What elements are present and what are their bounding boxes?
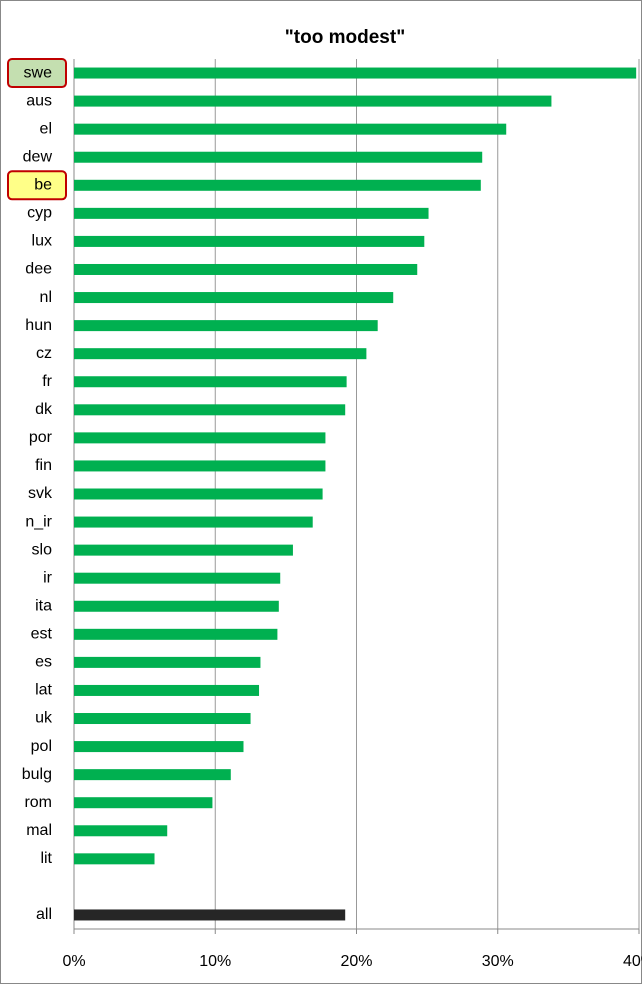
label-highlight [7,58,67,89]
bar [74,488,323,500]
y-tick-label: lux [32,233,52,250]
y-tick-label: ir [43,569,53,586]
y-tick-label: lit [40,850,52,867]
bar [74,516,313,528]
bar [74,628,278,640]
bar [74,656,261,668]
bar [74,348,367,360]
y-tick-label: n_ir [25,513,52,530]
y-tick-label: fin [35,457,52,474]
y-tick-label: dk [35,401,53,418]
bar [74,909,346,921]
bar [74,713,251,725]
y-tick-label: dee [25,261,52,278]
bar [74,684,260,696]
bar [74,67,637,79]
y-tick-label: mal [26,822,52,839]
y-tick-label: dew [23,148,53,165]
bar [74,544,293,556]
y-tick-label: hun [25,317,52,334]
x-tick-label: 10% [199,953,231,970]
bar [74,600,279,612]
x-tick-label: 30% [482,953,514,970]
y-tick-label: es [35,654,52,671]
y-tick-label: lat [35,682,52,699]
y-tick-label: el [40,120,52,137]
bar [74,179,481,191]
x-tick-label: 20% [340,953,372,970]
bar [74,263,418,275]
y-tick-label: swe [24,64,53,81]
bar [74,376,347,388]
y-tick-label: por [29,429,53,446]
bar [74,207,429,219]
bar [74,432,326,444]
y-tick-label: ita [35,597,52,614]
bar [74,404,346,416]
bar [74,741,244,753]
chart-title: "too modest" [285,27,405,48]
bar [74,95,552,107]
y-tick-label: cz [36,345,52,362]
y-tick-label: aus [26,92,52,109]
y-tick-label: rom [24,794,52,811]
bar [74,572,281,584]
y-tick-label: bulg [22,766,52,783]
y-tick-label: pol [31,738,52,755]
y-tick-label: fr [42,373,52,390]
bar [74,151,483,163]
bar [74,769,231,781]
bar [74,825,168,837]
y-tick-label: all [36,906,52,923]
bar [74,123,507,135]
y-tick-label: uk [35,710,53,727]
bar [74,460,326,472]
bar [74,320,378,332]
y-tick-label: be [34,177,52,194]
bar [74,292,394,304]
x-tick-label: 0% [62,953,85,970]
label-highlight [7,170,67,201]
bar [74,797,213,809]
x-tick-label: 40% [623,953,642,970]
bar [74,235,425,247]
y-tick-label: est [31,626,53,643]
y-tick-label: slo [32,541,53,558]
bar [74,853,155,865]
y-tick-label: cyp [27,205,52,222]
y-tick-label: svk [28,485,53,502]
y-tick-label: nl [40,289,52,306]
